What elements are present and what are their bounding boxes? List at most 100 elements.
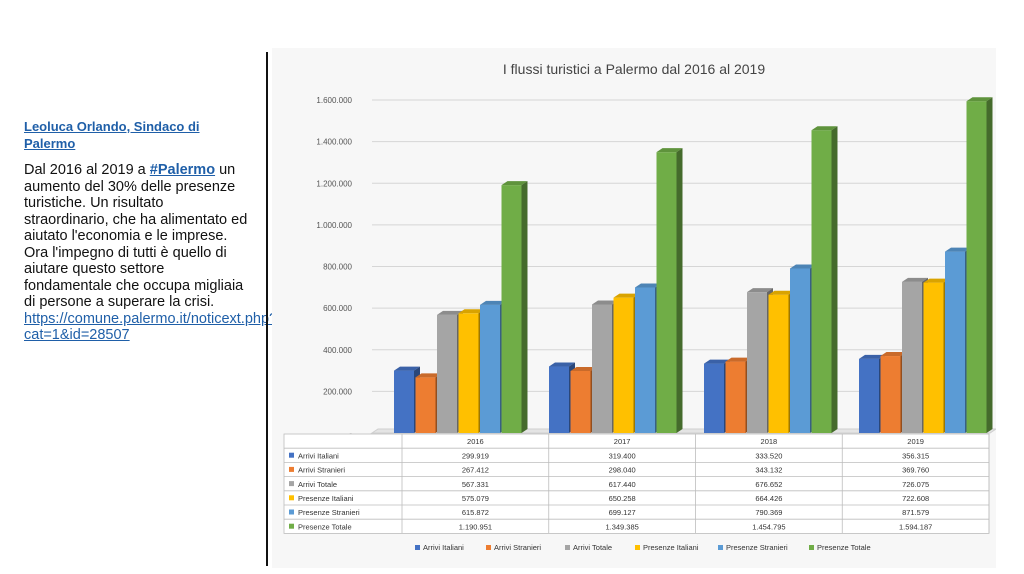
table-series-label: Presenze Totale — [298, 522, 352, 531]
bar-top — [394, 366, 420, 371]
legend-swatch — [809, 545, 814, 550]
data-value-label: 650.258 — [609, 494, 636, 503]
bar-arrivi-stranieri — [880, 356, 901, 433]
legend-label: Arrivi Italiani — [423, 543, 464, 552]
y-tick-label: 1.200.000 — [316, 179, 352, 188]
bar-top — [945, 247, 971, 252]
x-category-label: 2016 — [467, 437, 484, 446]
y-tick-label: 200.000 — [323, 387, 352, 396]
bar-arrivi-stranieri — [415, 377, 436, 433]
table-legend-swatch — [289, 509, 294, 515]
source-url-link[interactable]: https://comune.palermo.it/noticext.php?c… — [24, 310, 278, 344]
vertical-divider — [266, 52, 268, 566]
bar-presenze-totale — [811, 130, 832, 433]
bar-presenze-totale — [966, 101, 987, 433]
bar-top — [613, 293, 640, 298]
bar-side — [831, 126, 838, 433]
bar-arrivi-italiani — [859, 358, 879, 433]
bar-top — [859, 354, 885, 359]
bar-top — [570, 366, 597, 371]
y-tick-label: 1.400.000 — [316, 138, 352, 147]
data-value-label: 1.594.187 — [899, 522, 932, 531]
chart-title: I flussi turistici a Palermo dal 2016 al… — [503, 61, 765, 77]
y-tick-label: 800.000 — [323, 263, 352, 272]
post-panel: Leoluca Orlando, Sindaco di Palermo Dal … — [24, 118, 277, 344]
post-text-intro: Dal 2016 al 2019 a — [24, 162, 150, 178]
table-series-label: Arrivi Italiani — [298, 451, 339, 460]
author-link[interactable]: Leoluca Orlando, Sindaco di Palermo — [24, 119, 200, 151]
hashtag-link[interactable]: #Palermo — [149, 162, 216, 178]
chart-container: I flussi turistici a Palermo dal 2016 al… — [272, 48, 996, 568]
bar-arrivi-italiani — [394, 370, 414, 433]
bar-arrivi-italiani — [704, 363, 724, 433]
table-legend-swatch — [289, 523, 294, 529]
table-series-label: Arrivi Stranieri — [298, 466, 345, 475]
data-value-label: 722.608 — [902, 494, 929, 503]
bar-top — [656, 148, 683, 153]
bar-top — [966, 97, 993, 102]
data-value-label: 615.872 — [462, 508, 489, 517]
legend-swatch — [565, 545, 570, 550]
bar-presenze-totale — [501, 185, 522, 433]
legend-label: Arrivi Totale — [573, 543, 612, 552]
bar-side — [676, 148, 683, 433]
bar-top — [811, 126, 838, 131]
bar-presenze-italiani — [768, 294, 789, 433]
data-value-label: 1.190.951 — [459, 522, 492, 531]
data-value-label: 267.412 — [462, 466, 489, 475]
post-text-body: un aumento del 30% delle presenze turist… — [24, 162, 248, 310]
table-legend-swatch — [289, 495, 294, 501]
data-value-label: 871.579 — [902, 508, 929, 517]
bar-side — [986, 97, 993, 433]
x-category-label: 2017 — [614, 437, 631, 446]
legend-label: Arrivi Stranieri — [494, 543, 541, 552]
bar-top — [790, 264, 816, 269]
bar-top — [902, 277, 928, 282]
bar-presenze-italiani — [458, 313, 479, 433]
y-tick-label: 400.000 — [323, 346, 352, 355]
bar-top — [501, 181, 528, 186]
bar-arrivi-stranieri — [570, 370, 591, 433]
bar-arrivi-totale — [902, 281, 922, 433]
legend-swatch — [635, 545, 640, 550]
bar-arrivi-stranieri — [725, 361, 746, 433]
data-value-label: 299.919 — [462, 451, 489, 460]
data-value-label: 369.760 — [902, 466, 929, 475]
data-value-label: 1.454.795 — [752, 522, 785, 531]
data-value-label: 567.331 — [462, 480, 489, 489]
data-value-label: 726.075 — [902, 480, 929, 489]
bar-top — [747, 288, 773, 293]
legend-label: Presenze Totale — [817, 543, 871, 552]
table-series-label: Arrivi Totale — [298, 480, 337, 489]
bar-top — [635, 283, 661, 288]
x-category-label: 2019 — [907, 437, 924, 446]
legend-swatch — [415, 545, 420, 550]
data-value-label: 319.400 — [609, 451, 636, 460]
bar-presenze-stranieri — [480, 304, 500, 433]
data-value-label: 676.652 — [755, 480, 782, 489]
bar-top — [549, 362, 575, 367]
bar-presenze-stranieri — [790, 268, 810, 433]
bar-top — [480, 300, 506, 305]
table-legend-swatch — [289, 481, 294, 487]
y-tick-label: 1.600.000 — [316, 96, 352, 105]
bar-side — [521, 181, 528, 433]
bar-arrivi-totale — [592, 304, 612, 433]
legend-label: Presenze Italiani — [643, 543, 699, 552]
bar-top — [415, 373, 442, 378]
data-table — [283, 433, 990, 534]
bar-top — [923, 278, 950, 283]
x-category-label: 2018 — [761, 437, 778, 446]
bar-presenze-italiani — [613, 297, 634, 433]
data-value-label: 356.315 — [902, 451, 929, 460]
table-series-label: Presenze Italiani — [298, 494, 354, 503]
table-legend-swatch — [289, 452, 294, 458]
data-value-label: 343.132 — [755, 466, 782, 475]
data-value-label: 333.520 — [755, 451, 782, 460]
table-series-label: Presenze Stranieri — [298, 508, 360, 517]
bar-presenze-totale — [656, 152, 677, 433]
y-tick-label: 1.000.000 — [316, 221, 352, 230]
bar-top — [458, 309, 485, 314]
data-value-label: 575.079 — [462, 494, 489, 503]
data-value-label: 699.127 — [609, 508, 636, 517]
